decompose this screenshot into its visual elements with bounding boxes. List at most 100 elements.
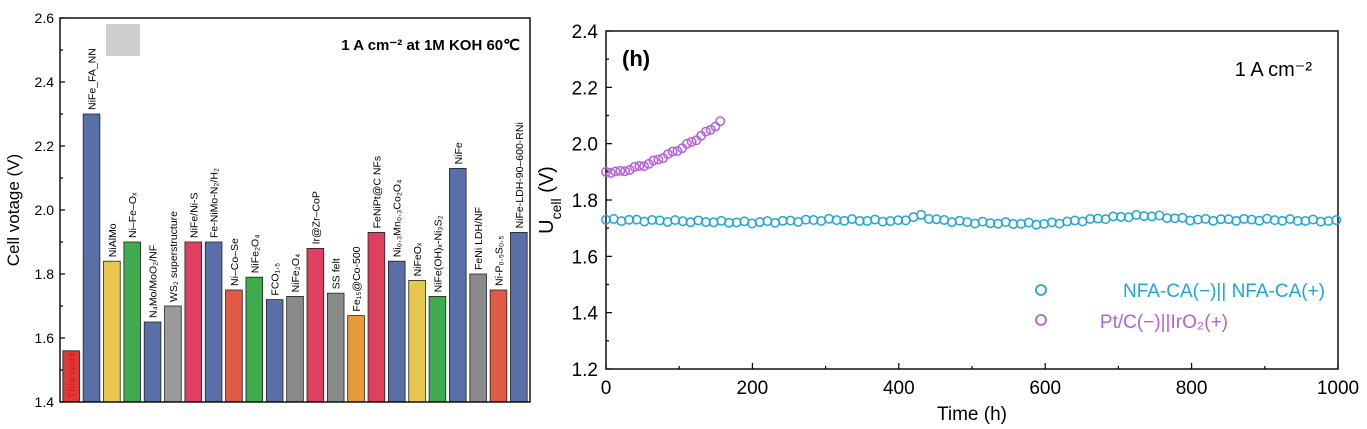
data-point bbox=[634, 161, 645, 171]
bar-category-label: SS felt bbox=[331, 258, 343, 289]
bar-category-label: Ni₀.₃Mn₀.₃Co₂O₄ bbox=[392, 180, 404, 258]
y-tick-label: 2.0 bbox=[35, 202, 55, 218]
legend: NFA-CA(−)|| NFA-CA(+) Pt/C(−)||IrO₂(+) bbox=[1035, 281, 1325, 333]
bar bbox=[428, 295, 447, 403]
placeholder-square bbox=[106, 24, 140, 56]
right-plot-frame bbox=[605, 30, 1339, 370]
data-point bbox=[601, 166, 611, 177]
data-point bbox=[681, 138, 692, 149]
data-point bbox=[639, 161, 650, 172]
x-tick-label: 800 bbox=[1176, 378, 1208, 399]
y-tick-label: 2.4 bbox=[35, 74, 55, 90]
data-point bbox=[715, 116, 726, 127]
legend-marker-nfa bbox=[1035, 284, 1047, 296]
x-tick-label: 400 bbox=[883, 378, 915, 399]
data-point bbox=[610, 166, 621, 177]
x-tick-label: 0 bbox=[601, 378, 612, 399]
data-point bbox=[653, 154, 664, 165]
bar-category-label: Ni–Fe–Oₓ bbox=[127, 192, 139, 238]
data-point bbox=[629, 161, 640, 172]
bar bbox=[103, 260, 121, 403]
bar bbox=[143, 321, 162, 403]
bar-series bbox=[62, 113, 528, 403]
y-tick-label: 2.2 bbox=[572, 78, 598, 99]
y-tick-label: 1.4 bbox=[35, 394, 55, 410]
bar-category-labels: This work NiFe_FA_NN NiAlMo Ni–Fe–Oₓ N₄Mo/Mo… bbox=[67, 48, 526, 398]
legend-label-ptc: Pt/C(−)||IrO₂(+) bbox=[1100, 312, 1228, 333]
bar-category-label: NiFe-LDH-90–600-RNi bbox=[514, 122, 526, 228]
stability-chart-panel: 0 200 400 600 800 1000 1.21.41.61.82.02.22.4 … bbox=[536, 22, 1359, 425]
right-x-axis-label: Time (h) bbox=[937, 404, 1007, 425]
bar-category-label: NiFe₂O₄ bbox=[249, 234, 261, 273]
bar-category-label: WS₂ superstructure bbox=[168, 211, 180, 302]
bar bbox=[265, 299, 284, 403]
bar-category-label: NiAlMo bbox=[107, 223, 119, 257]
current-density-annotation: 1 A cm⁻² bbox=[1235, 59, 1313, 81]
legend-marker-ptc bbox=[1035, 314, 1047, 326]
bar-category-label: FCO₁.₅ bbox=[270, 263, 282, 296]
data-point bbox=[1331, 215, 1342, 226]
x-tick-label: 1000 bbox=[1317, 378, 1359, 399]
data-point bbox=[977, 216, 988, 227]
bar-category-label: Ni–Co–Se bbox=[229, 238, 241, 286]
x-tick-label: 200 bbox=[737, 378, 769, 399]
bar bbox=[449, 167, 467, 403]
data-point bbox=[662, 149, 673, 160]
bar-category-label: Fe₁₅@Co-500 bbox=[351, 246, 363, 311]
bar-category-label: NiFe(OH)ₓ-Ni₃S₂ bbox=[432, 215, 444, 292]
bar bbox=[387, 260, 406, 403]
scatter-series bbox=[601, 116, 1342, 230]
y-tick-label: 2.4 bbox=[572, 22, 599, 43]
bar bbox=[489, 289, 508, 403]
bar bbox=[204, 241, 223, 403]
data-point bbox=[962, 217, 973, 228]
bar bbox=[82, 113, 101, 403]
data-point bbox=[620, 166, 630, 177]
bar-category-label: This work bbox=[67, 351, 78, 398]
y-tick-label: 2.6 bbox=[35, 10, 55, 26]
data-point bbox=[916, 209, 927, 220]
x-tick-label: 600 bbox=[1029, 378, 1061, 399]
bar bbox=[184, 241, 203, 403]
bar bbox=[510, 231, 528, 403]
bar bbox=[326, 292, 345, 403]
bar-category-label: NiFe/Ni-S bbox=[188, 192, 200, 238]
data-point bbox=[667, 146, 678, 157]
y-tick-label: 1.6 bbox=[572, 247, 598, 268]
legend-label-nfa: NFA-CA(−)|| NFA-CA(+) bbox=[1123, 281, 1325, 302]
data-point bbox=[700, 126, 711, 137]
bar-category-label: NiFeOₓ bbox=[412, 242, 424, 276]
data-point bbox=[605, 168, 616, 178]
y-tick-label: 2.0 bbox=[572, 135, 598, 156]
bar bbox=[286, 295, 304, 403]
bar-category-label: Ni-P₀.₅S₀.₅ bbox=[493, 236, 505, 286]
left-y-ticks: 1.4 1.6 1.8 2.0 2.2 2.4 2.6 bbox=[35, 10, 65, 410]
bar bbox=[123, 241, 141, 403]
bar-category-label: FeNiPt@C NFs bbox=[371, 156, 383, 229]
right-y-ticks: 1.2 1.4 1.6 1.8 2.0 2.2 2.4 bbox=[572, 22, 612, 381]
bar bbox=[225, 289, 243, 403]
bar bbox=[469, 273, 487, 403]
bar bbox=[245, 276, 264, 403]
bar-category-label: N₄Mo/MoO₂/NF bbox=[148, 245, 160, 318]
bar bbox=[347, 315, 365, 403]
bar-category-label: NiFe bbox=[453, 142, 465, 164]
y-tick-label: 1.8 bbox=[35, 266, 55, 282]
left-chart-title: 1 A cm⁻² at 1M KOH 60℃ bbox=[341, 37, 520, 54]
bar bbox=[367, 231, 386, 403]
bar bbox=[408, 279, 426, 403]
y-tick-label: 2.2 bbox=[35, 138, 55, 154]
bar-category-label: NiFe_FA_NN bbox=[87, 48, 99, 110]
data-point bbox=[615, 165, 626, 176]
y-tick-label: 1.8 bbox=[572, 191, 598, 212]
bar-category-label: FeNi LDH/NF bbox=[473, 207, 485, 270]
data-point bbox=[686, 136, 697, 147]
data-point bbox=[648, 155, 659, 166]
left-y-axis-label: Cell votage (V) bbox=[4, 154, 23, 266]
right-x-ticks: 0 200 400 600 800 1000 bbox=[601, 363, 1359, 399]
bar bbox=[306, 247, 325, 403]
y-tick-label: 1.4 bbox=[572, 304, 599, 325]
bar-category-label: Ir@Zr–CoP bbox=[310, 191, 322, 244]
bar-category-label: Fe-NiMo-N₂/H₂ bbox=[209, 168, 221, 238]
